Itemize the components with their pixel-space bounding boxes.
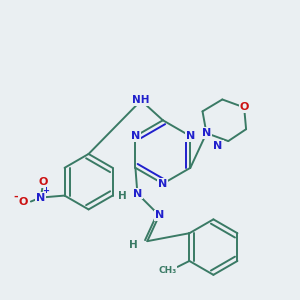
Text: CH₃: CH₃ <box>158 266 177 275</box>
Text: -: - <box>14 192 18 202</box>
Text: O: O <box>38 177 47 187</box>
Text: N: N <box>133 189 142 199</box>
Text: H: H <box>129 240 138 250</box>
Text: N: N <box>154 210 164 220</box>
Text: N: N <box>214 141 223 151</box>
Text: N: N <box>131 131 140 141</box>
Text: H: H <box>118 190 127 201</box>
Text: NH: NH <box>132 95 150 106</box>
Text: O: O <box>18 196 28 206</box>
Text: N: N <box>158 179 167 189</box>
Text: N: N <box>186 131 195 141</box>
Text: +: + <box>42 186 49 195</box>
Text: O: O <box>239 102 249 112</box>
Text: N: N <box>202 128 211 138</box>
Text: N: N <box>36 193 45 202</box>
